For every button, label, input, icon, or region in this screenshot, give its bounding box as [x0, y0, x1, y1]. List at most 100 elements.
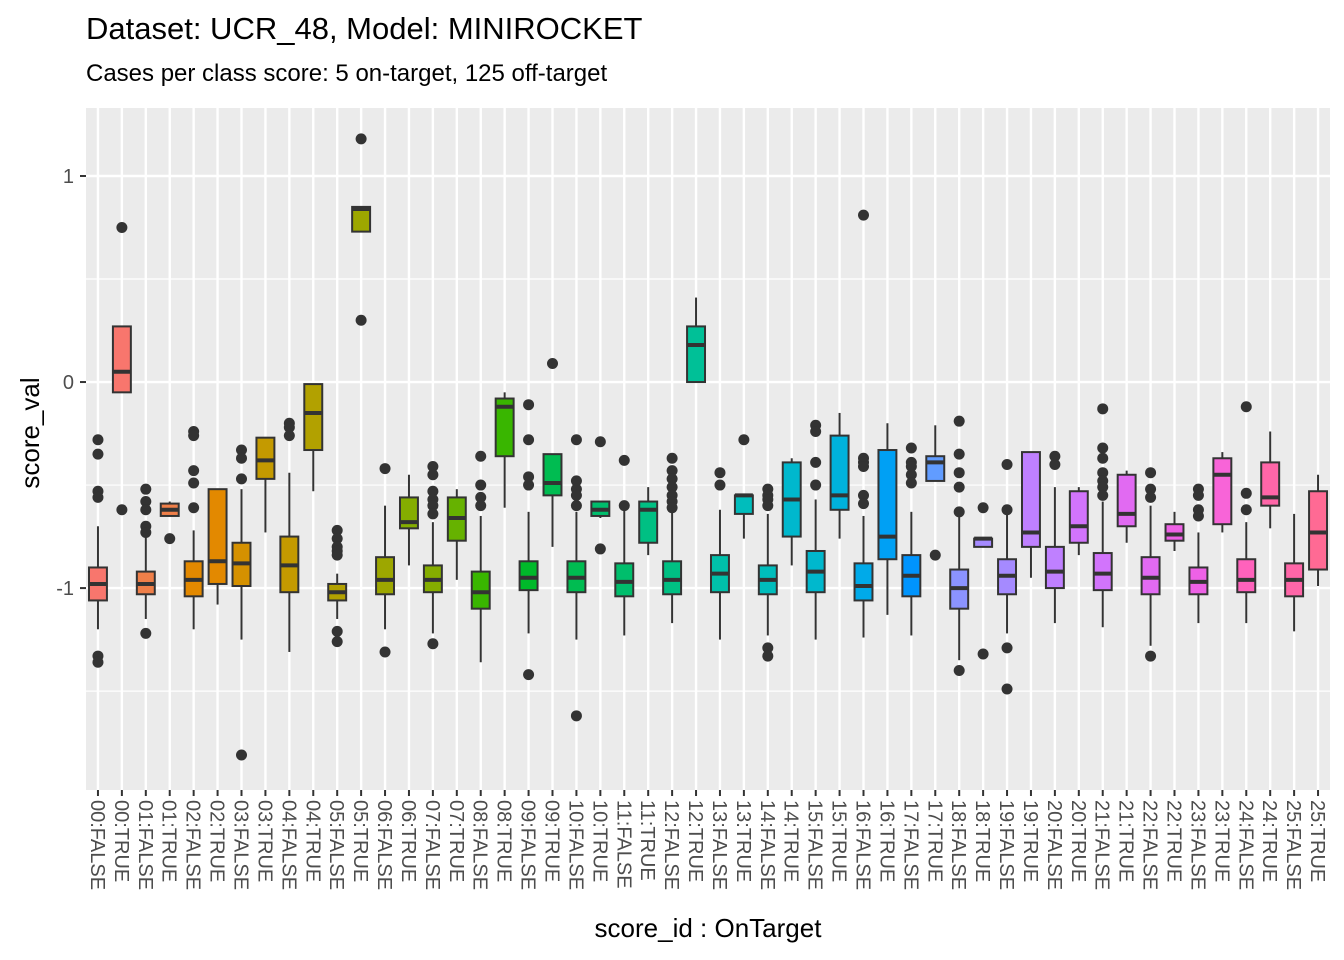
x-tick-label: 03:TRUE [253, 800, 275, 882]
outlier-point [331, 533, 343, 545]
outlier-point [762, 500, 774, 512]
box-17-true [925, 425, 946, 561]
x-tick-label: 18:TRUE [971, 800, 993, 882]
outlier-point [236, 473, 247, 485]
box-21-true [1116, 470, 1137, 543]
outlier-point [858, 489, 869, 501]
x-tick-label: 04:FALSE [277, 800, 299, 890]
box-13-true [733, 434, 754, 539]
chart-subtitle: Cases per class score: 5 on-target, 125 … [86, 60, 608, 87]
box-03-false [231, 444, 252, 761]
x-tick-label: 17:TRUE [923, 800, 945, 882]
outlier-point [140, 496, 152, 508]
box-iqr [111, 325, 132, 394]
outlier-point [523, 669, 535, 681]
outlier-point [92, 434, 104, 446]
outlier-point [92, 656, 104, 668]
x-tick-label: 07:FALSE [421, 800, 443, 890]
outlier-point [953, 448, 965, 460]
box-iqr [829, 434, 850, 511]
outlier-point [427, 500, 439, 512]
outlier-point [953, 467, 965, 479]
chart-title: Dataset: UCR_48, Model: MINIROCKET [86, 11, 643, 46]
x-tick-label: 08:TRUE [493, 800, 515, 882]
x-tick-label: 14:FALSE [756, 800, 778, 890]
box-iqr [877, 449, 898, 561]
outlier-point [427, 508, 439, 520]
outlier-point [1240, 401, 1252, 413]
outlier-point [738, 434, 750, 446]
box-12-false [662, 452, 683, 624]
y-tick-label: 1 [63, 166, 74, 188]
x-tick-label: 19:TRUE [1019, 800, 1041, 882]
box-iqr [614, 562, 635, 598]
outlier-point [810, 456, 822, 468]
x-axis: 00:FALSE 00:TRUE 01:FALSE 01:TRUE 02:FALSE 02… [86, 790, 1328, 890]
box-iqr [686, 325, 707, 384]
outlier-point [714, 479, 726, 491]
outlier-point [858, 461, 869, 473]
box-02-true [207, 488, 228, 605]
outlier-point [570, 710, 582, 722]
box-iqr [1044, 545, 1065, 590]
outlier-point [164, 533, 176, 545]
x-tick-label: 22:TRUE [1163, 800, 1185, 882]
box-04-true [303, 383, 324, 492]
outlier-point [331, 625, 343, 637]
x-tick-label: 24:TRUE [1258, 800, 1280, 882]
outlier-point [953, 415, 965, 427]
box-18-true [973, 502, 994, 660]
outlier-point [92, 491, 104, 503]
y-axis: -1 0 1 [56, 166, 86, 600]
outlier-point [140, 627, 152, 639]
outlier-point [762, 642, 774, 654]
x-tick-label: 13:TRUE [732, 800, 754, 882]
x-tick-label: 03:FALSE [230, 800, 252, 890]
outlier-point [570, 500, 582, 512]
y-tick-label: 0 [63, 372, 74, 394]
outlier-point [188, 502, 200, 514]
box-04-false [279, 417, 300, 652]
outlier-point [929, 549, 941, 561]
outlier-point [236, 749, 247, 761]
outlier-point [1097, 467, 1109, 479]
outlier-point [1001, 683, 1013, 695]
outlier-point [427, 469, 439, 481]
box-00-false [87, 434, 108, 668]
box-02-false [183, 425, 204, 630]
outlier-point [666, 481, 678, 493]
box-iqr [733, 494, 754, 515]
outlier-point [905, 469, 917, 481]
outlier-point [1145, 483, 1157, 495]
x-axis-label: score_id : OnTarget [594, 913, 822, 943]
outlier-point [92, 448, 104, 460]
x-tick-label: 09:TRUE [541, 800, 563, 882]
outlier-point [858, 209, 869, 221]
outlier-point [427, 485, 439, 497]
x-tick-label: 05:FALSE [325, 800, 347, 890]
outlier-point [977, 648, 989, 660]
box-iqr [925, 455, 946, 482]
box-14-false [757, 483, 778, 662]
box-iqr [375, 556, 396, 596]
outlier-point [475, 450, 487, 462]
x-tick-label: 20:TRUE [1067, 800, 1089, 882]
box-iqr [1068, 490, 1089, 544]
plot-panel [86, 108, 1330, 790]
box-10-true [590, 436, 611, 555]
outlier-point [977, 502, 989, 514]
outlier-point [1240, 487, 1252, 499]
x-tick-label: 08:FALSE [469, 800, 491, 890]
box-iqr [303, 383, 324, 452]
outlier-point [547, 357, 558, 369]
box-06-true [398, 474, 419, 566]
grid-lines [86, 108, 1330, 790]
outlier-point [1049, 450, 1061, 462]
box-23-true [1212, 452, 1233, 533]
x-tick-label: 18:FALSE [947, 800, 969, 890]
box-03-true [255, 436, 276, 533]
outlier-point [475, 491, 487, 503]
box-19-true [1020, 451, 1041, 578]
outlier-point [1097, 403, 1109, 415]
x-tick-label: 16:FALSE [852, 800, 874, 890]
